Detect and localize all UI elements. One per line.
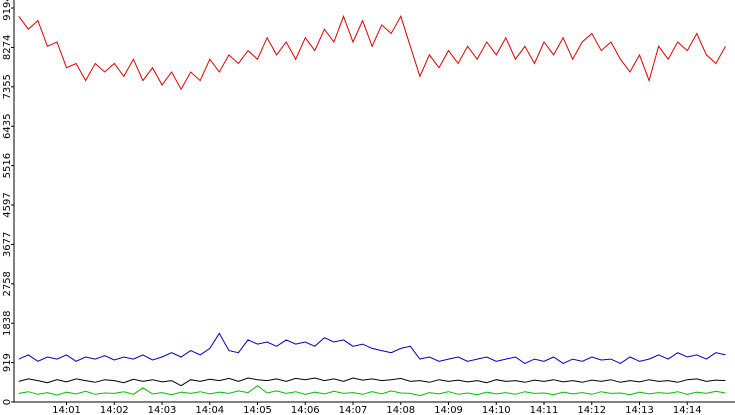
x-tick-label: 14:02 bbox=[100, 405, 129, 415]
series-line bbox=[18, 385, 726, 397]
y-tick-label: 9194 bbox=[2, 0, 13, 21]
y-tick-label: 6435 bbox=[2, 114, 13, 139]
series-line bbox=[18, 377, 726, 387]
y-tick-label: 0 bbox=[2, 399, 13, 405]
y-tick-label: 5516 bbox=[2, 153, 13, 178]
x-tick-label: 14:01 bbox=[52, 405, 81, 415]
x-tick-label: 14:03 bbox=[148, 405, 177, 415]
x-tick-label: 14:12 bbox=[577, 405, 606, 415]
x-tick-label: 14:14 bbox=[673, 405, 702, 415]
y-tick-label: 3677 bbox=[2, 232, 13, 257]
y-tick-label: 2758 bbox=[2, 271, 13, 296]
x-tick-label: 14:07 bbox=[339, 405, 368, 415]
y-tick-label: 8274 bbox=[2, 35, 13, 60]
series-line bbox=[18, 332, 726, 364]
y-tick-label: 1838 bbox=[2, 311, 13, 336]
x-tick-label: 14:10 bbox=[482, 405, 511, 415]
y-tick-label: 919 bbox=[2, 353, 13, 372]
y-tick-label: 7355 bbox=[2, 74, 13, 99]
x-tick-label: 14:06 bbox=[291, 405, 320, 415]
x-tick-label: 14:09 bbox=[434, 405, 463, 415]
series-line bbox=[18, 14, 726, 91]
x-tick-label: 14:08 bbox=[386, 405, 415, 415]
x-tick-label: 14:11 bbox=[530, 405, 559, 415]
x-tick-label: 14:05 bbox=[243, 405, 272, 415]
y-tick-label: 4597 bbox=[2, 192, 13, 217]
x-tick-label: 14:04 bbox=[195, 405, 224, 415]
x-tick-label: 14:13 bbox=[625, 405, 654, 415]
